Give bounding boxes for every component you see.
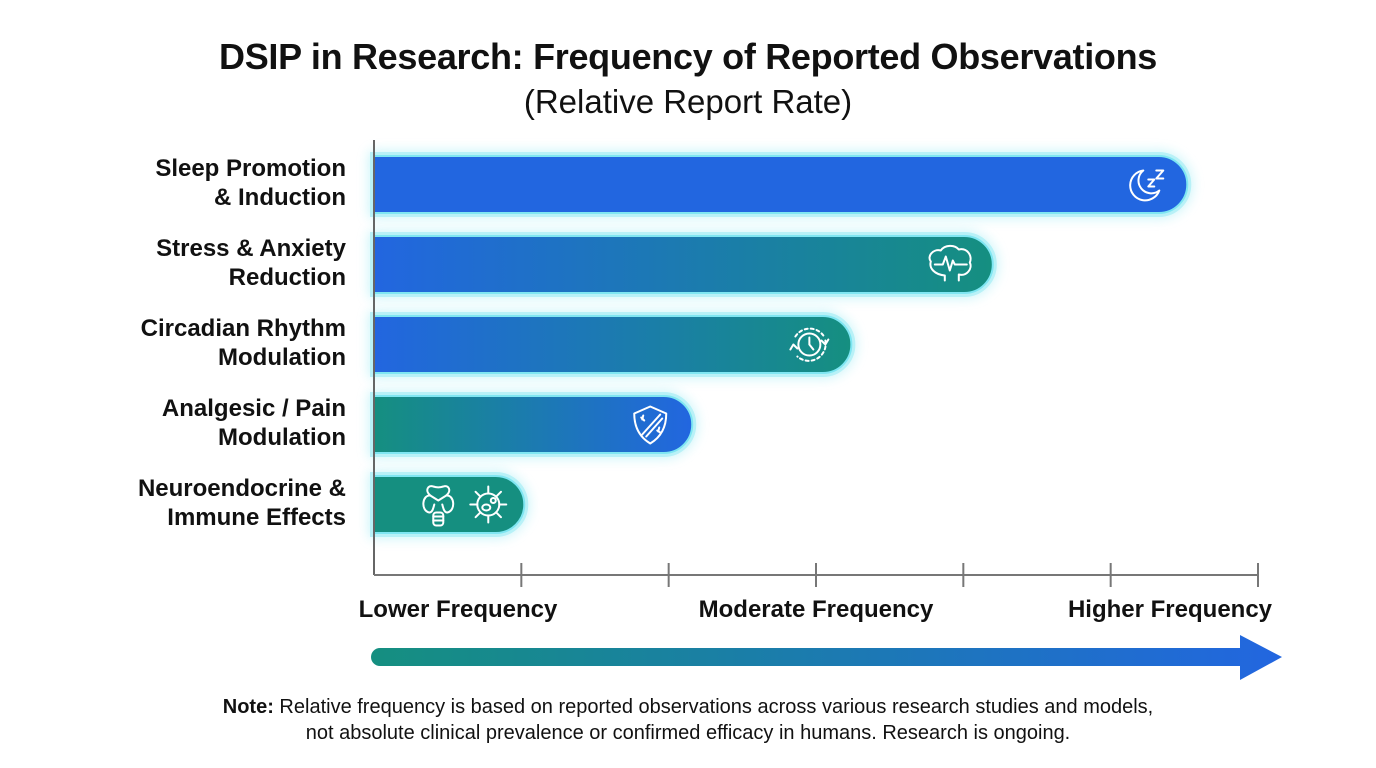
x-label-mid: Moderate Frequency [699,596,934,623]
note-line2: not absolute clinical prevalence or conf… [305,722,1071,744]
clock-cycle-icon [789,327,830,362]
footnote: Note: Relative frequency is based on rep… [0,694,1376,746]
bar [373,395,694,454]
moon-sleep-icon [1129,169,1165,202]
category-label: Analgesic / Pain Modulation [162,395,346,451]
chart-title: DSIP in Research: Frequency of Reported … [219,36,1157,77]
x-label-high: Higher Frequency [1068,596,1273,623]
category-label-line: Circadian Rhythm [141,315,346,342]
axis-layer: Lower Frequency Moderate Frequency Higher … [359,140,1273,623]
category-labels: Sleep Promotion & Induction Stress & Anxie… [138,155,347,531]
category-label: Circadian Rhythm Modulation [141,315,346,371]
thyroid-icon [422,485,455,527]
bar [373,315,853,374]
bar [373,235,994,294]
category-label-line: Modulation [218,424,346,451]
brain-pulse-icon [928,244,972,282]
category-label: Sleep Promotion & Induction [155,155,346,211]
category-label-line: Reduction [229,264,346,291]
shield-pain-icon [633,405,668,445]
immune-cell-icon [469,485,508,524]
category-label-line: Sleep Promotion [155,155,346,182]
chart-subtitle: (Relative Report Rate) [523,83,853,120]
x-label-low: Lower Frequency [359,596,558,623]
category-label: Neuroendocrine & Immune Effects [138,475,346,531]
category-label-line: & Induction [214,184,346,211]
note-line1: Relative frequency is based on reported … [273,696,1154,718]
category-label: Stress & Anxiety Reduction [156,235,347,291]
category-label-line: Stress & Anxiety [156,235,347,262]
category-label-line: Neuroendocrine & [138,475,346,502]
category-label-line: Analgesic / Pain [162,395,346,422]
bar [373,155,1189,214]
category-label-line: Immune Effects [167,504,346,531]
category-label-line: Modulation [218,344,346,371]
bars-layer [370,152,1192,537]
bar [373,475,526,534]
frequency-arrow-icon [371,635,1282,680]
frequency-arrow [371,635,1282,680]
note-lead: Note: [222,696,274,718]
